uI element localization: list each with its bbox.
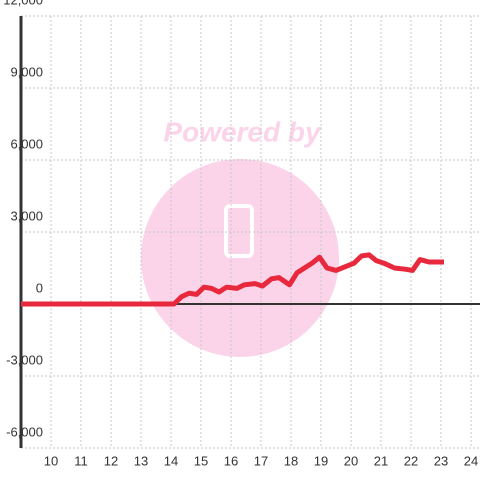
x-tick-label: 17 bbox=[254, 453, 268, 468]
y-tick-label: 3,000 bbox=[10, 208, 43, 223]
x-tick-label: 10 bbox=[44, 453, 58, 468]
y-tick-label: 9,000 bbox=[10, 64, 43, 79]
x-tick-label: 22 bbox=[404, 453, 418, 468]
x-tick-label: 16 bbox=[224, 453, 238, 468]
y-tick-label: 12,000 bbox=[3, 0, 43, 7]
x-tick-label: 23 bbox=[434, 453, 448, 468]
x-tick-label: 15 bbox=[194, 453, 208, 468]
x-tick-label: 14 bbox=[164, 453, 178, 468]
y-tick-label: 6,000 bbox=[10, 136, 43, 151]
y-tick-label: 0 bbox=[36, 280, 43, 295]
x-tick-label: 12 bbox=[104, 453, 118, 468]
x-tick-label: 20 bbox=[344, 453, 358, 468]
x-tick-label: 18 bbox=[284, 453, 298, 468]
watermark-text: Powered by bbox=[163, 116, 322, 147]
y-tick-label: -6,000 bbox=[6, 424, 43, 439]
x-tick-label: 11 bbox=[74, 453, 88, 468]
x-tick-label: 19 bbox=[314, 453, 328, 468]
y-tick-label: -3,000 bbox=[6, 352, 43, 367]
line bbox=[21, 252, 444, 307]
x-tick-label: 24 bbox=[464, 453, 478, 468]
x-tick-label: 13 bbox=[134, 453, 148, 468]
x-tick-label: 21 bbox=[374, 453, 388, 468]
watermark-icon bbox=[224, 204, 254, 258]
